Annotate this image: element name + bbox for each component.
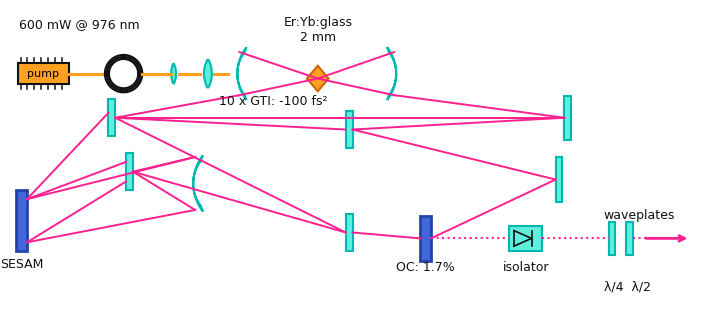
- Text: λ/4  λ/2: λ/4 λ/2: [604, 281, 651, 294]
- Polygon shape: [204, 60, 212, 87]
- Bar: [346, 214, 353, 251]
- Text: 600 mW @ 976 nm: 600 mW @ 976 nm: [19, 18, 140, 31]
- Text: Er:Yb:glass
2 mm: Er:Yb:glass 2 mm: [283, 17, 352, 45]
- Polygon shape: [387, 47, 396, 100]
- Bar: [609, 222, 616, 255]
- Text: waveplates: waveplates: [604, 209, 675, 222]
- Polygon shape: [237, 47, 247, 100]
- Text: OC: 1.7%: OC: 1.7%: [396, 261, 455, 274]
- Polygon shape: [193, 155, 203, 212]
- Text: 10 x GTI: -100 fs²: 10 x GTI: -100 fs²: [220, 95, 328, 108]
- Bar: [346, 111, 353, 148]
- Bar: [509, 226, 542, 251]
- Text: isolator: isolator: [503, 261, 549, 274]
- Bar: [420, 216, 431, 261]
- Bar: [16, 190, 27, 251]
- Bar: [626, 222, 633, 255]
- Bar: [18, 63, 69, 85]
- Polygon shape: [171, 64, 176, 83]
- Text: pump: pump: [27, 69, 59, 79]
- Bar: [126, 153, 133, 190]
- Bar: [108, 99, 115, 136]
- Bar: [565, 96, 571, 140]
- Text: SESAM: SESAM: [0, 258, 43, 271]
- Bar: [555, 158, 562, 202]
- Polygon shape: [307, 66, 328, 91]
